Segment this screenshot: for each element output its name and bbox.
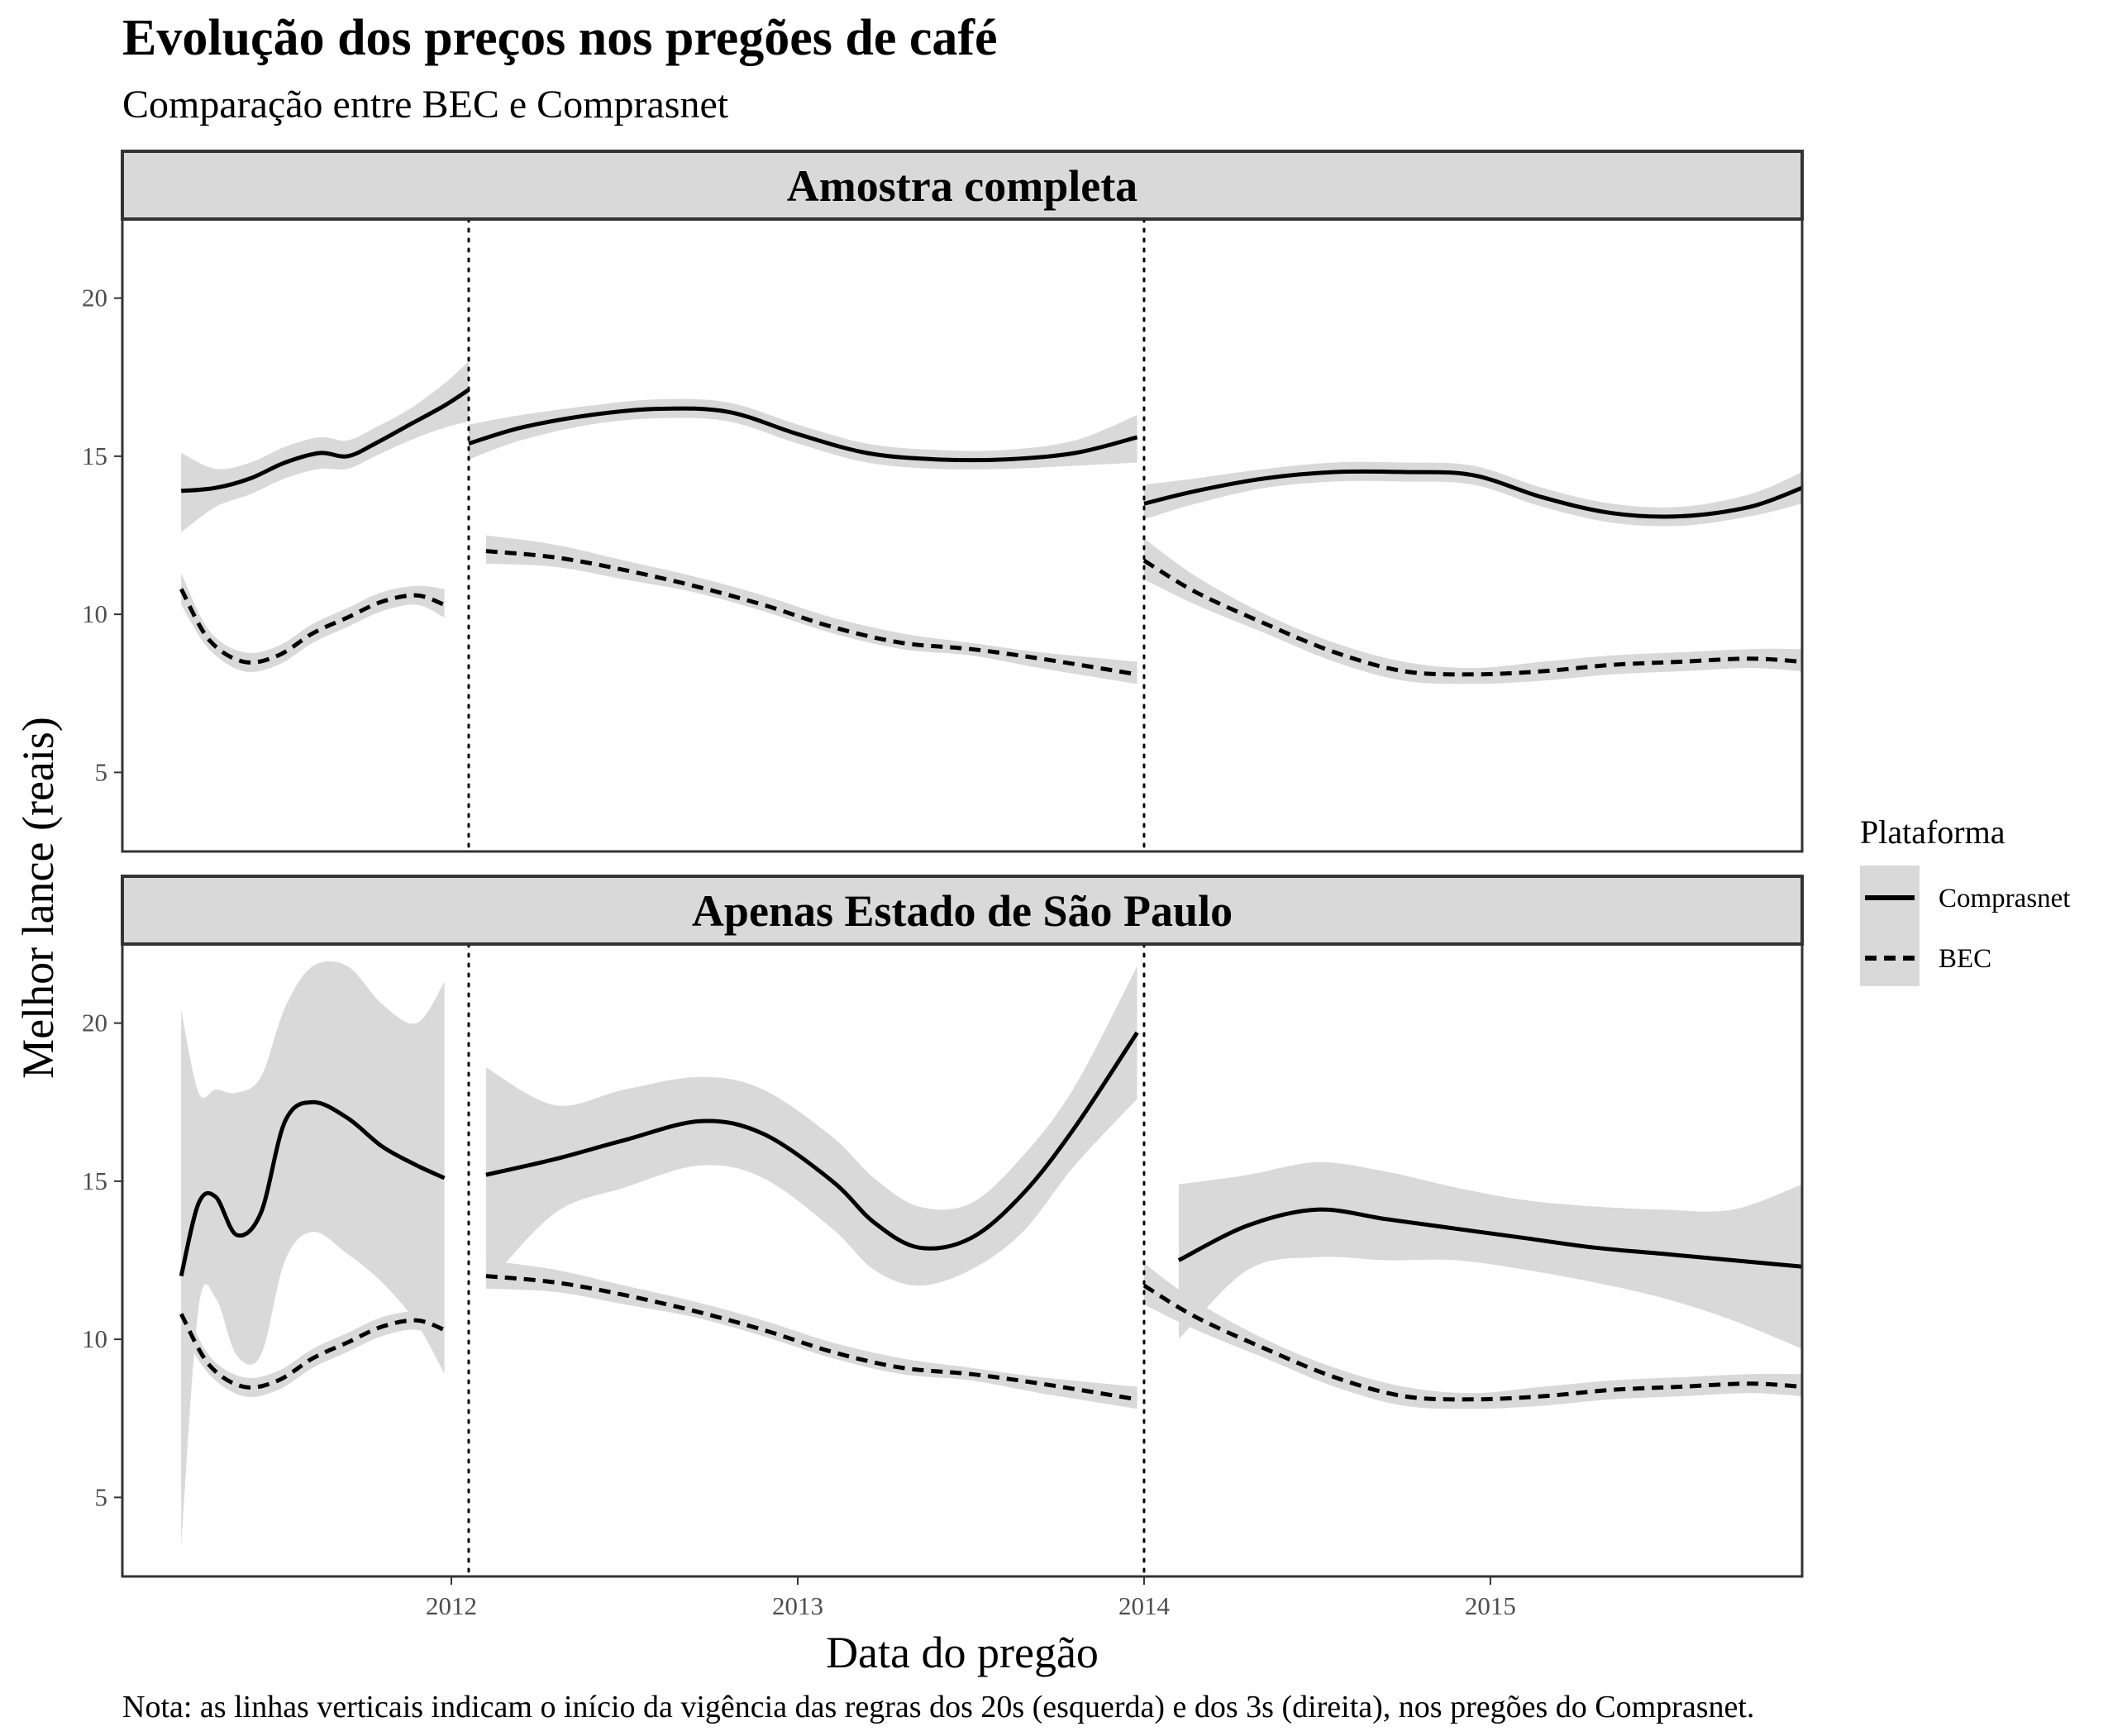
series-line-bec-2: [485, 549, 1138, 677]
series-line-comprasnet-3: [1143, 469, 1803, 519]
y-axis-title: Melhor lance (reais): [13, 717, 63, 1079]
series-line-bec-3: [1142, 558, 1803, 677]
series-line-comprasnet-1: [179, 1099, 446, 1277]
series-line-comprasnet-1: [180, 388, 470, 494]
series-line-comprasnet-2: [485, 1031, 1139, 1251]
series-line-comprasnet-2: [468, 406, 1138, 463]
confidence-band-comprasnet-3: [1144, 461, 1802, 527]
confidence-band-bec-2: [485, 1260, 1137, 1409]
chart-subtitle: Comparação entre BEC e Comprasnet: [122, 83, 729, 126]
confidence-band-bec-1: [181, 1298, 445, 1397]
chart-title: Evolução dos preços nos pregões de café: [122, 10, 998, 66]
x-tick-label: 2014: [1118, 1591, 1171, 1620]
y-tick-label: 15: [82, 441, 107, 470]
y-tick-label: 10: [82, 599, 107, 628]
legend-label-bec: BEC: [1939, 944, 1991, 974]
y-tick-label: 20: [82, 1009, 107, 1037]
facet-strip-label-1: Amostra completa: [787, 161, 1137, 211]
y-tick-label: 20: [82, 284, 107, 312]
facet-panel-2: Apenas Estado de São Paulo 5 10 15 20: [82, 875, 1804, 1578]
series-line-bec-3: [1142, 1283, 1803, 1402]
facet-panel-1: Amostra completa 5 10 15 20: [82, 150, 1804, 853]
confidence-band-comprasnet-1: [181, 961, 445, 1545]
confidence-band-comprasnet-2: [485, 966, 1137, 1286]
x-axis: 2012 2013 2014 2015: [426, 1576, 1516, 1620]
legend-key-background: [1860, 866, 1920, 986]
panel-border-2: [121, 942, 1804, 1578]
confidence-band-bec-3: [1144, 1263, 1802, 1409]
series-line-bec-1: [179, 588, 446, 665]
y-tick-label: 10: [82, 1324, 107, 1353]
x-axis-title: Data do pregão: [826, 1628, 1099, 1677]
confidence-band-bec-1: [181, 573, 445, 672]
panel-border-1: [121, 217, 1804, 853]
confidence-band-comprasnet-1: [181, 361, 469, 532]
x-tick-label: 2012: [426, 1591, 477, 1620]
confidence-band-comprasnet-3: [1178, 1161, 1802, 1349]
facet-strip-1: [121, 150, 1804, 221]
legend-title: Plataforma: [1860, 813, 2005, 851]
confidence-band-bec-2: [485, 535, 1137, 684]
confidence-band-bec-3: [1144, 538, 1802, 684]
series-line-bec-2: [485, 1274, 1138, 1402]
x-tick-label: 2013: [772, 1591, 823, 1620]
chart-caption: Nota: as linhas verticais indicam o iníc…: [122, 1690, 1754, 1724]
facet-strip-2: [121, 875, 1804, 946]
series-line-bec-1: [179, 1313, 446, 1390]
facet-strip-label-2: Apenas Estado de São Paulo: [692, 886, 1233, 936]
legend: Plataforma Comprasnet BEC: [1860, 813, 2070, 986]
y-tick-label: 5: [95, 757, 108, 786]
y-tick-label: 15: [82, 1166, 107, 1195]
legend-label-comprasnet: Comprasnet: [1939, 884, 2070, 913]
y-tick-label: 5: [95, 1482, 108, 1511]
x-tick-label: 2015: [1465, 1591, 1516, 1620]
series-line-comprasnet-3: [1177, 1207, 1803, 1269]
